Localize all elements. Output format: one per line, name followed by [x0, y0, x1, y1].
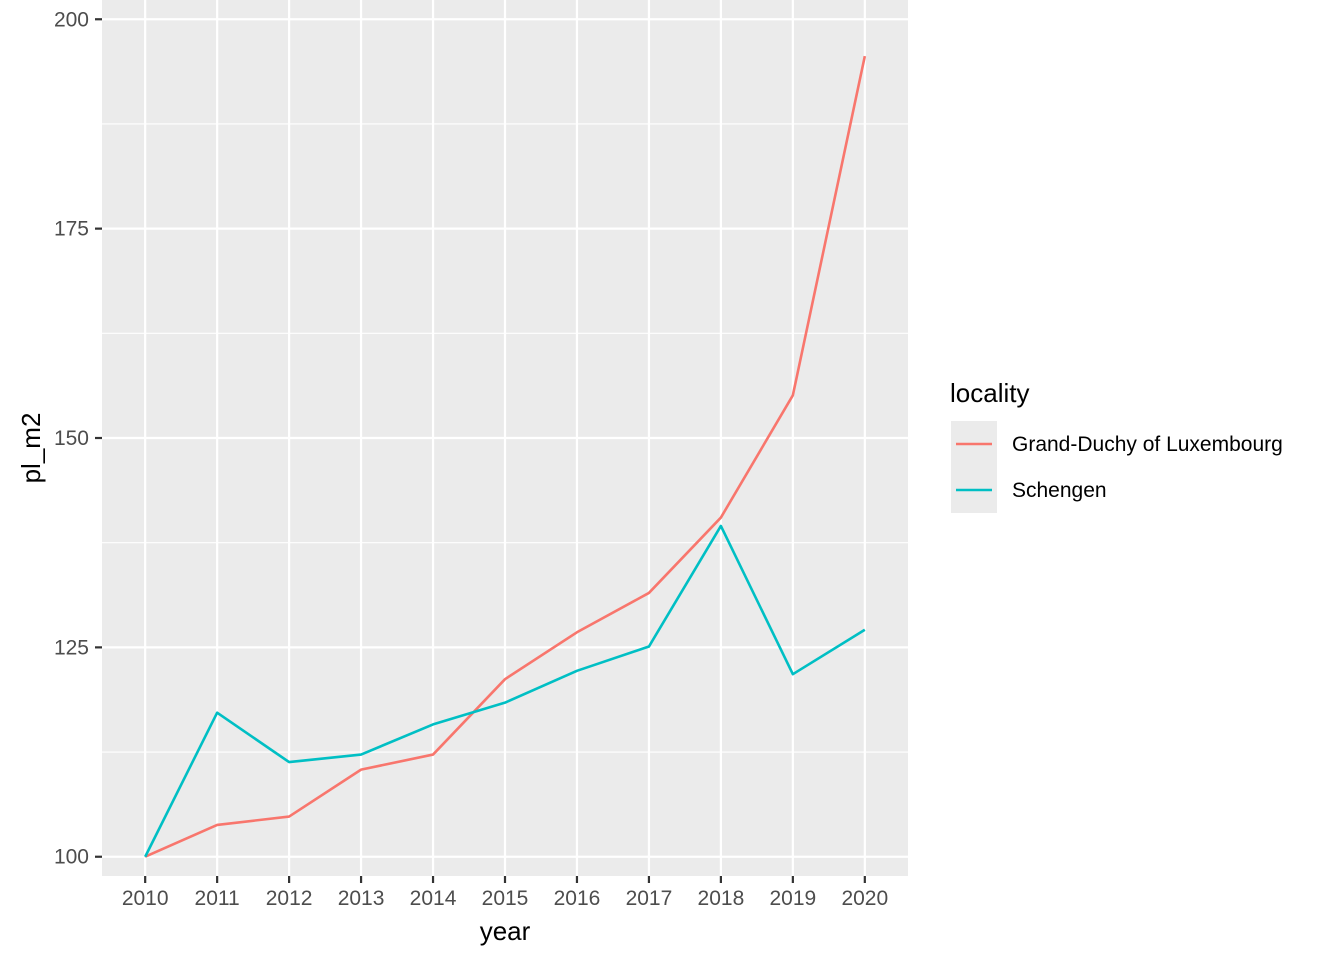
x-tick-label: 2019	[769, 887, 816, 910]
x-tick-label: 2016	[554, 887, 601, 910]
x-tick-label: 2013	[338, 887, 385, 910]
x-tick-label: 2012	[266, 887, 313, 910]
series-lines	[144, 55, 867, 858]
x-tick-label: 2017	[626, 887, 673, 910]
x-tick-label: 2011	[195, 887, 240, 910]
y-tick-label: 125	[54, 636, 89, 659]
major-gridlines	[102, 0, 908, 876]
series-line-2	[144, 524, 866, 858]
legend-label: Schengen	[1012, 479, 1107, 502]
x-tick-label: 2015	[482, 887, 529, 910]
series-line-1	[144, 55, 867, 858]
x-tick-label: 2020	[841, 887, 888, 910]
y-axis: 100 125 150 175 200	[54, 8, 102, 869]
legend-title: locality	[950, 378, 1029, 408]
x-tick-label: 2014	[410, 887, 457, 910]
x-tick-label: 2018	[698, 887, 745, 910]
x-axis: 2010 2011 2012 2013 2014 2015 2016 2017 2018 2019…	[122, 876, 888, 910]
legend-items: Grand-Duchy of Luxembourg Schengen	[951, 421, 1283, 513]
y-axis-title: pl_m2	[16, 413, 46, 484]
x-tick-label: 2010	[122, 887, 169, 910]
legend-label: Grand-Duchy of Luxembourg	[1012, 433, 1283, 456]
y-tick-label: 150	[54, 427, 89, 450]
y-tick-label: 100	[54, 846, 89, 869]
y-tick-label: 175	[54, 218, 89, 241]
legend: locality Grand-Duchy of Luxembourg Scheng…	[950, 378, 1283, 513]
y-tick-label: 200	[54, 8, 89, 31]
x-axis-title: year	[480, 916, 531, 946]
